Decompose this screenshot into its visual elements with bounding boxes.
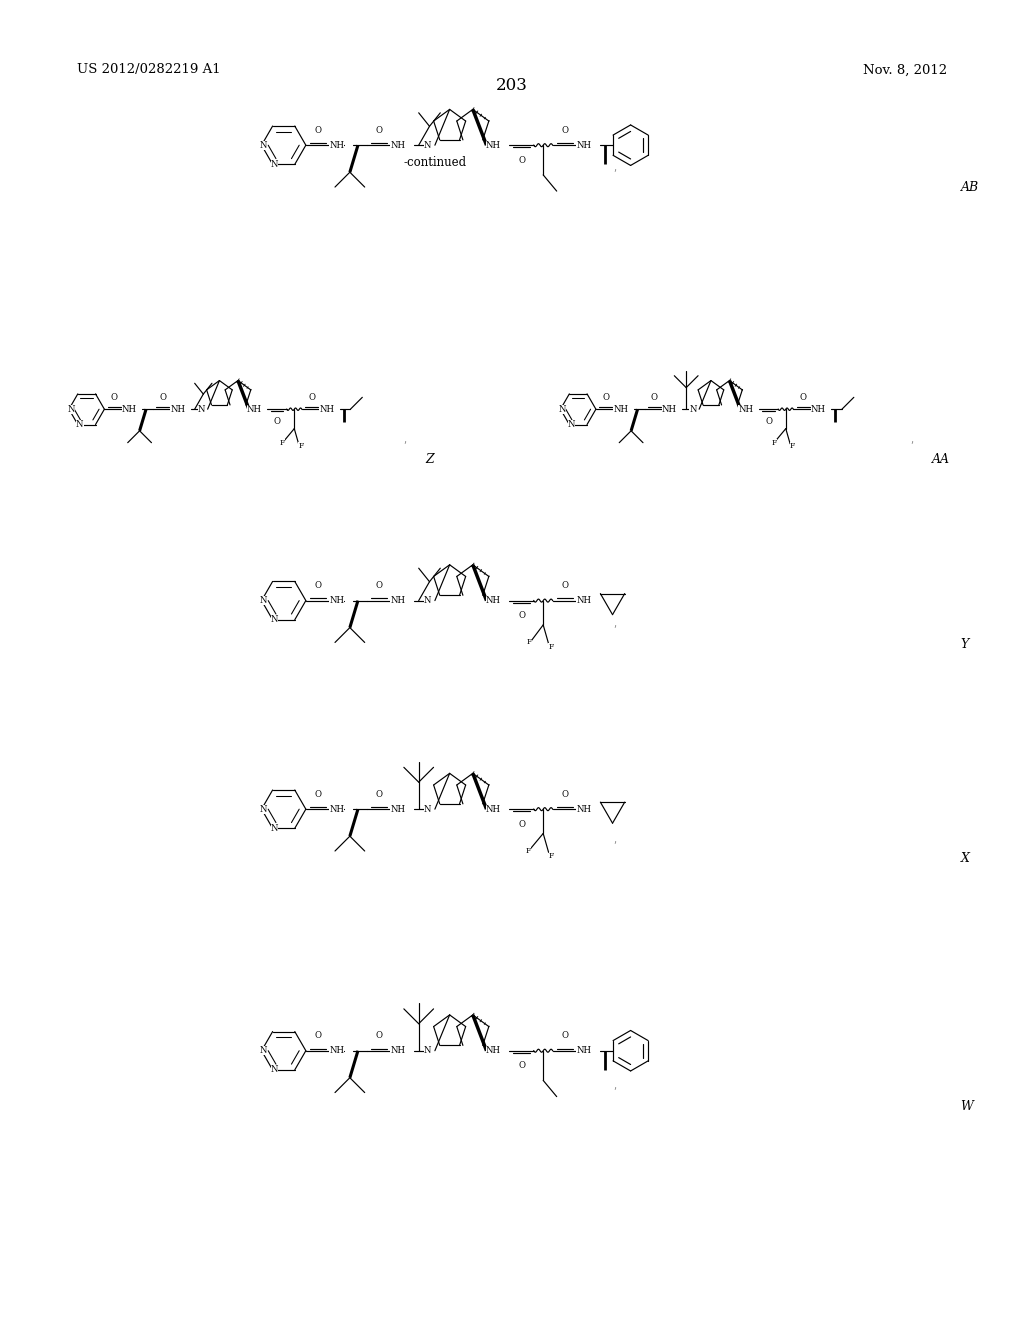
Text: NH: NH [485, 141, 501, 149]
Text: N: N [559, 405, 566, 413]
Text: N: N [567, 420, 575, 429]
Text: N: N [271, 615, 279, 624]
Text: N: N [68, 405, 75, 413]
Text: O: O [375, 581, 382, 590]
Text: O: O [314, 1031, 322, 1040]
Text: O: O [800, 393, 807, 401]
Text: F: F [280, 438, 285, 446]
Text: NH: NH [390, 1047, 406, 1055]
Text: N: N [271, 160, 279, 169]
Text: W: W [961, 1100, 974, 1113]
Text: O: O [314, 125, 322, 135]
Text: 203: 203 [496, 77, 528, 94]
Text: O: O [561, 125, 568, 135]
Text: NH: NH [122, 405, 137, 413]
Text: NH: NH [390, 141, 406, 149]
Text: O: O [518, 820, 525, 829]
Text: N: N [260, 805, 267, 813]
Text: NH: NH [390, 805, 406, 813]
Text: N: N [260, 1047, 267, 1055]
Text: F: F [790, 442, 795, 450]
Text: NH: NH [330, 141, 344, 149]
Text: O: O [561, 581, 568, 590]
Text: Z: Z [425, 453, 433, 466]
Text: NH: NH [738, 405, 754, 413]
Text: NH: NH [330, 597, 344, 605]
Text: O: O [765, 417, 772, 425]
Text: N: N [260, 597, 267, 605]
Text: O: O [561, 1031, 568, 1040]
Text: N: N [76, 420, 84, 429]
Text: NH: NH [662, 405, 677, 413]
Text: NH: NH [330, 805, 344, 813]
Text: ,: , [612, 162, 616, 173]
Text: NH: NH [577, 805, 591, 813]
Text: NH: NH [390, 597, 406, 605]
Text: NH: NH [613, 405, 629, 413]
Text: N: N [271, 824, 279, 833]
Text: ,: , [612, 1081, 616, 1092]
Text: F: F [527, 639, 532, 647]
Text: N: N [424, 805, 431, 813]
Text: -continued: -continued [403, 156, 467, 169]
Text: O: O [314, 581, 322, 590]
Text: O: O [602, 393, 609, 401]
Text: O: O [111, 393, 118, 401]
Text: O: O [375, 789, 382, 799]
Text: NH: NH [485, 597, 501, 605]
Text: F: F [771, 438, 776, 446]
Text: AB: AB [961, 181, 979, 194]
Text: NH: NH [485, 805, 501, 813]
Text: O: O [375, 1031, 382, 1040]
Text: O: O [518, 611, 525, 620]
Text: F: F [548, 643, 553, 651]
Text: NH: NH [577, 141, 591, 149]
Text: NH: NH [330, 1047, 344, 1055]
Text: NH: NH [577, 597, 591, 605]
Text: Nov. 8, 2012: Nov. 8, 2012 [863, 63, 947, 77]
Text: N: N [424, 141, 431, 149]
Text: F: F [298, 442, 303, 450]
Text: AA: AA [932, 453, 950, 466]
Text: O: O [273, 417, 281, 425]
Text: O: O [314, 789, 322, 799]
Text: NH: NH [811, 405, 825, 413]
Text: N: N [689, 405, 697, 413]
Text: N: N [424, 597, 431, 605]
Text: O: O [650, 393, 657, 401]
Text: O: O [561, 789, 568, 799]
Text: X: X [961, 851, 970, 865]
Text: NH: NH [577, 1047, 591, 1055]
Text: N: N [260, 141, 267, 149]
Text: NH: NH [170, 405, 185, 413]
Text: F: F [549, 851, 554, 859]
Text: ,: , [612, 834, 616, 845]
Text: Y: Y [961, 638, 969, 651]
Text: O: O [375, 125, 382, 135]
Text: N: N [424, 1047, 431, 1055]
Text: NH: NH [247, 405, 262, 413]
Text: O: O [518, 156, 525, 165]
Text: NH: NH [319, 405, 334, 413]
Text: N: N [271, 1065, 279, 1074]
Text: US 2012/0282219 A1: US 2012/0282219 A1 [77, 63, 220, 77]
Text: NH: NH [485, 1047, 501, 1055]
Text: N: N [198, 405, 206, 413]
Text: O: O [518, 1061, 525, 1071]
Text: ,: , [402, 434, 407, 445]
Text: ,: , [612, 619, 616, 630]
Text: O: O [159, 393, 166, 401]
Text: ,: , [909, 434, 913, 445]
Text: F: F [525, 847, 531, 855]
Text: O: O [308, 393, 315, 401]
